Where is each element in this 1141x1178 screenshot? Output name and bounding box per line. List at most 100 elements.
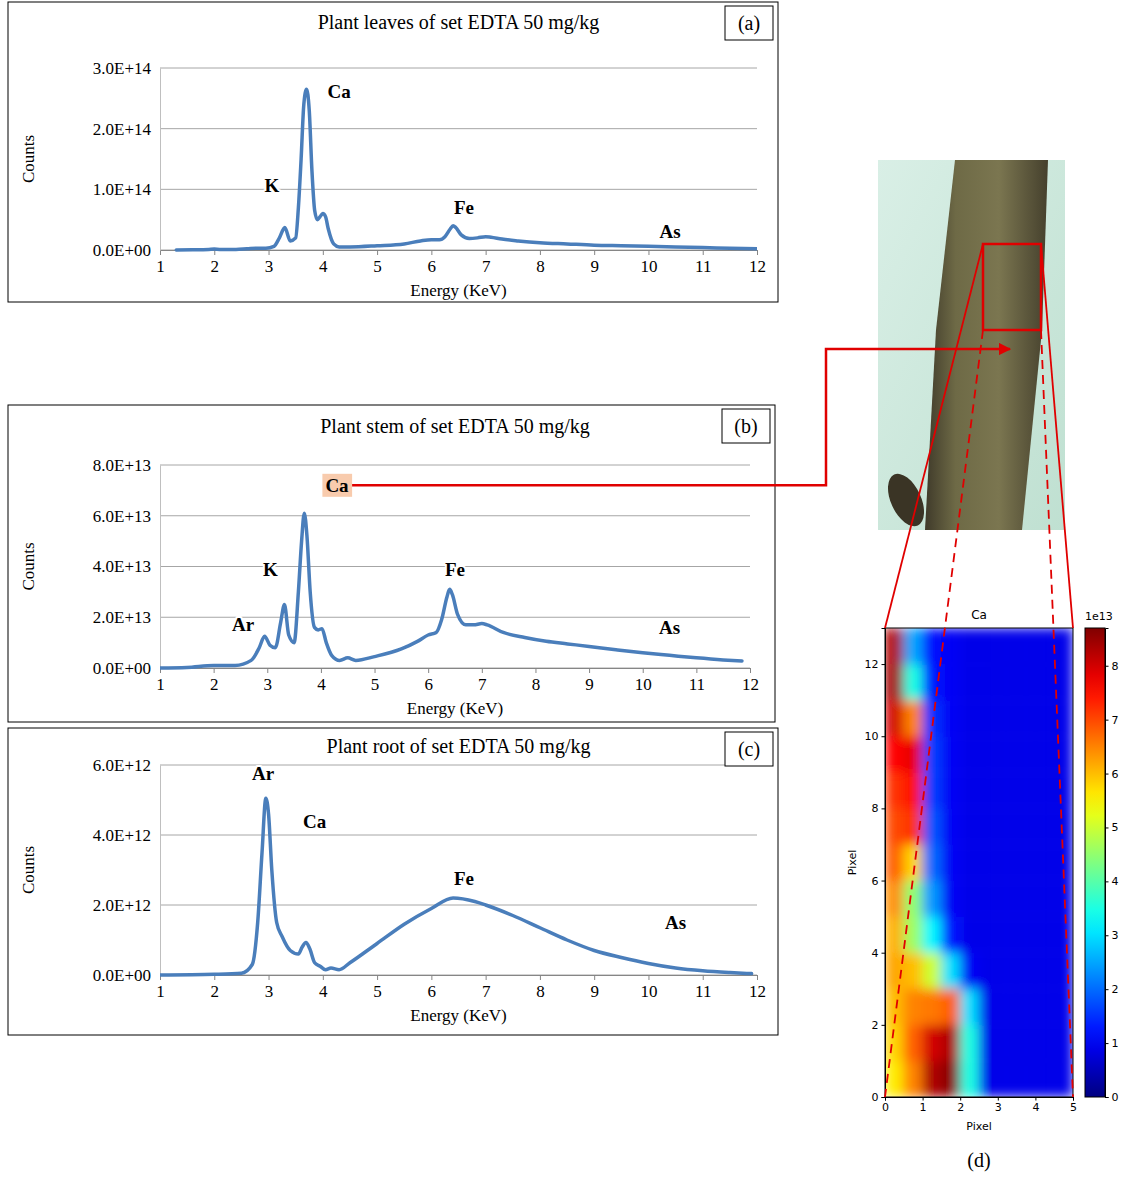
tick-label: 5 bbox=[1070, 1101, 1077, 1114]
heat-cell bbox=[923, 808, 942, 844]
heatmap-cells bbox=[885, 628, 1073, 1097]
tick: 2 bbox=[957, 1097, 964, 1114]
heat-cell bbox=[1035, 989, 1054, 1025]
tick: 8 bbox=[536, 250, 545, 276]
tick-label: 10 bbox=[865, 730, 879, 743]
heat-cell bbox=[904, 628, 923, 664]
heatmap-marks bbox=[885, 628, 1073, 1097]
plot-marks bbox=[160, 513, 742, 668]
tick-label: 3 bbox=[1112, 929, 1119, 942]
grid-line bbox=[160, 128, 757, 129]
tick-mark bbox=[428, 668, 429, 673]
heat-cell bbox=[1035, 700, 1054, 736]
heat-cell bbox=[960, 772, 979, 808]
tick-label: 0.0E+00 bbox=[93, 241, 151, 260]
heat-cell bbox=[923, 989, 942, 1025]
peak-label: Fe bbox=[454, 197, 474, 218]
tick: 11 bbox=[695, 975, 711, 1001]
axis-line bbox=[161, 976, 758, 981]
chart-title: Ca bbox=[971, 608, 987, 622]
tick: 0.0E+00 bbox=[93, 241, 160, 260]
axis: 0.0E+002.0E+134.0E+136.0E+138.0E+13 bbox=[93, 456, 161, 678]
annotations: CaKArFeAs bbox=[232, 474, 680, 638]
heat-cell bbox=[941, 844, 960, 880]
heat-cell bbox=[998, 808, 1017, 844]
heat-cell bbox=[904, 917, 923, 953]
tick-mark bbox=[160, 250, 161, 255]
tick-label: 7 bbox=[1112, 714, 1119, 727]
grid bbox=[160, 68, 757, 250]
heat-cell bbox=[998, 700, 1017, 736]
plot-marks bbox=[160, 798, 752, 975]
peak-label: Fe bbox=[445, 559, 465, 580]
panel-label-box bbox=[725, 732, 773, 766]
tick-mark bbox=[703, 975, 704, 980]
colorbar-multiplier: 1e13 bbox=[1085, 610, 1113, 623]
tick-label: 4 bbox=[872, 947, 879, 960]
tick-mark bbox=[540, 250, 541, 255]
grid-line bbox=[160, 905, 757, 906]
heat-cell bbox=[1054, 1061, 1073, 1097]
tick: 0.0E+00 bbox=[93, 966, 160, 985]
heat-cell bbox=[979, 917, 998, 953]
tick-label: 6 bbox=[424, 675, 433, 694]
tick-mark bbox=[269, 975, 270, 980]
tick-mark bbox=[757, 250, 758, 255]
tick-label: 4 bbox=[1032, 1101, 1039, 1114]
tick-label: 0 bbox=[882, 1101, 889, 1114]
chart-title: Plant stem of set EDTA 50 mg/kg bbox=[320, 415, 590, 438]
tick-label: 5 bbox=[373, 257, 382, 276]
heat-cell bbox=[1054, 953, 1073, 989]
heat-cell bbox=[904, 844, 923, 880]
tick-label: 5 bbox=[373, 982, 382, 1001]
tick-label: 0 bbox=[872, 1091, 879, 1104]
tick: 0 bbox=[882, 1097, 889, 1114]
tick: 7 bbox=[482, 250, 491, 276]
heatmap-panel: 012345024681012CaPixelPixel(d)0123456781… bbox=[846, 608, 1119, 1172]
heat-cell bbox=[998, 881, 1017, 917]
axis-line bbox=[160, 466, 161, 669]
tick: 9 bbox=[590, 250, 599, 276]
panel: 1234567891011120.0E+001.0E+142.0E+143.0E… bbox=[8, 2, 778, 302]
tick-label: 0 bbox=[1112, 1091, 1119, 1104]
peak-label: Ar bbox=[232, 614, 255, 635]
heat-cell bbox=[923, 844, 942, 880]
heat-cell bbox=[998, 953, 1017, 989]
tick-label: 11 bbox=[695, 982, 711, 1001]
heat-cell bbox=[885, 917, 904, 953]
tick: 4 bbox=[317, 668, 326, 694]
y-axis-title: Pixel bbox=[846, 850, 859, 875]
y-axis-title: Counts bbox=[19, 846, 38, 894]
tick-label: 8 bbox=[532, 675, 541, 694]
tick-label: 10 bbox=[640, 982, 657, 1001]
tick: 6 bbox=[872, 875, 886, 888]
heat-cell bbox=[998, 989, 1017, 1025]
connector bbox=[885, 244, 983, 628]
tick: 1.0E+14 bbox=[93, 180, 160, 199]
peak-label: Ar bbox=[252, 763, 275, 784]
tick-label: 10 bbox=[635, 675, 652, 694]
heat-cell bbox=[960, 664, 979, 700]
peak-label: Ca bbox=[303, 811, 327, 832]
heat-cell bbox=[904, 881, 923, 917]
tick: 6 bbox=[424, 668, 433, 694]
heat-cell bbox=[904, 953, 923, 989]
photo bbox=[878, 160, 1065, 532]
tick: 3.0E+14 bbox=[93, 59, 160, 78]
panel-frame bbox=[8, 728, 778, 1035]
heat-cell bbox=[941, 664, 960, 700]
tick-label: 2.0E+13 bbox=[93, 608, 151, 627]
peak-label: Ca bbox=[327, 81, 351, 102]
heat-cell bbox=[923, 1025, 942, 1061]
tick-label: 3 bbox=[995, 1101, 1002, 1114]
heat-cell bbox=[885, 736, 904, 772]
tick-mark bbox=[431, 975, 432, 980]
peak-label: Ca bbox=[325, 475, 349, 496]
heat-cell bbox=[1017, 844, 1036, 880]
tick-label: 4 bbox=[319, 982, 328, 1001]
heat-cell bbox=[1017, 1061, 1036, 1097]
heat-cell bbox=[941, 700, 960, 736]
tick: 5 bbox=[371, 668, 380, 694]
panel-label: (c) bbox=[738, 738, 760, 761]
tick: 4 bbox=[1105, 875, 1119, 888]
